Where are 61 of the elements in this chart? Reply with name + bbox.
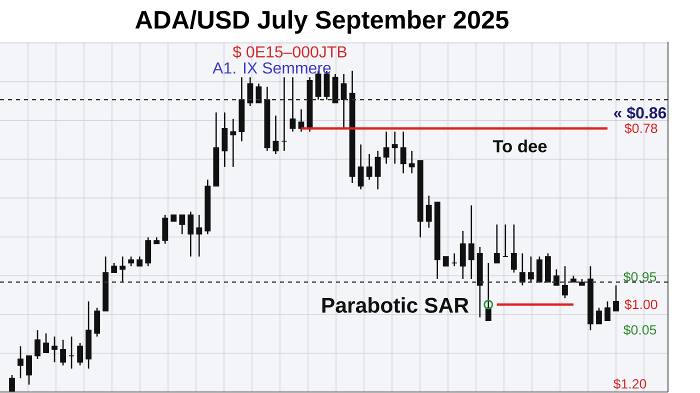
candlestick [553,268,560,286]
candlestick [60,339,66,366]
text: $0.05 [623,324,656,336]
candlestick [230,118,236,168]
annotation: $1.20 [613,378,646,390]
candlestick [536,256,542,283]
candlestick [468,204,474,280]
candlestick [290,76,296,132]
annotation: To dee [492,140,547,152]
candlestick [358,144,364,190]
candlestick [596,307,602,324]
annotation: A1. IX Semmere [212,62,331,74]
candlestick [188,211,194,258]
candlestick [494,224,500,264]
candlestick [111,262,118,274]
candlestick [222,112,228,168]
annotation: Parabotic SAR [322,297,469,313]
candlestick [426,195,432,228]
candlestick [145,236,152,267]
candlestick [272,114,279,155]
candlestick [408,150,415,174]
candlestick [196,214,202,258]
text: $0.95 [623,272,656,282]
candlestick [247,76,254,107]
candlestick [502,224,508,258]
candlestick [34,330,40,360]
candlestick [383,130,390,164]
candlestick [52,336,58,363]
series-label: $0.78 [624,123,658,134]
candlestick [128,256,134,267]
candlestick [9,374,15,392]
candlestick [374,150,381,190]
candlestick [18,346,24,379]
chart-title: ADA/USD July September 2025 [135,10,508,34]
candlestick [179,214,186,235]
candlestick [340,73,347,130]
candlestick [451,252,458,267]
text: $ 0E15–000JTB [232,46,347,58]
candlestick [366,153,372,180]
candlestick [94,307,100,338]
candlestick [528,256,534,283]
candlestick [26,355,32,386]
candlestick [460,230,466,280]
annotation: « $0.86 [614,106,666,120]
candlestick [613,284,619,312]
candlestick [442,256,449,267]
candlestick [162,214,168,244]
candlestick [392,130,398,164]
candlestick [485,262,492,322]
candlestick [43,332,49,354]
candlestick [281,76,288,152]
candlestick [400,130,406,174]
candlestick [510,224,517,274]
candlestick [77,342,84,366]
candlestick [519,252,526,286]
candlestick [562,265,568,299]
candlestick [68,336,75,370]
text: $1.00 [624,299,658,310]
candlestick [604,300,610,322]
candlestick [120,256,126,283]
candlestick [136,256,143,267]
